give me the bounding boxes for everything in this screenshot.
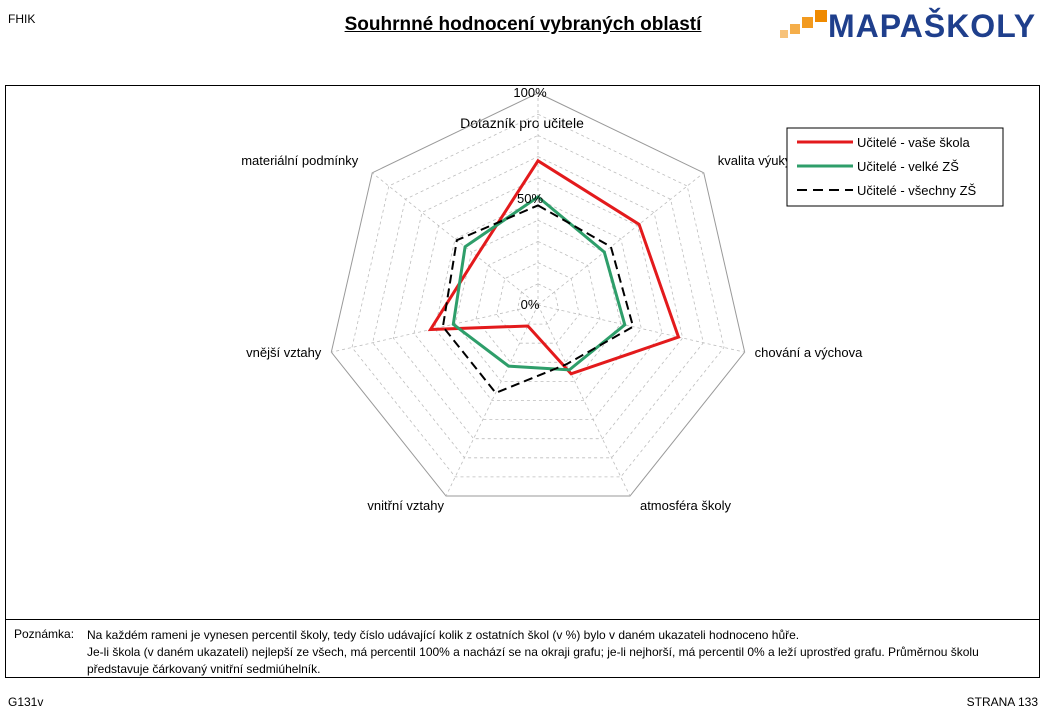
grid-spoke xyxy=(537,304,745,353)
header-code: FHIK xyxy=(8,12,36,26)
legend-label: Učitelé - všechny ZŠ xyxy=(857,183,977,198)
series-line-1 xyxy=(427,158,681,376)
grid-ring xyxy=(413,177,663,421)
axis-label: vnější vztahy xyxy=(246,345,322,360)
grid-ring xyxy=(475,240,601,363)
legend-label: Učitelé - velké ZŠ xyxy=(857,159,959,174)
footer-code: G131v xyxy=(8,695,44,709)
note-separator xyxy=(5,619,1040,620)
series-line-3 xyxy=(441,204,635,395)
grid-ring xyxy=(392,156,684,440)
legend-label: Učitelé - vaše škola xyxy=(857,135,970,150)
grid-ring xyxy=(434,198,642,401)
page-title: Souhrnné hodnocení vybraných oblastí xyxy=(344,14,702,35)
grid-spoke xyxy=(372,172,539,306)
series-line-2 xyxy=(451,195,627,372)
logo-text: MAPAŠKOLY xyxy=(828,8,1037,44)
axis-label: vnitřní vztahy xyxy=(367,498,444,513)
axis-label: atmosféra školy xyxy=(640,498,732,513)
note-text: Na každém rameni je vynesen percentil šk… xyxy=(87,627,1027,678)
grid-spoke xyxy=(445,304,539,497)
logo: MAPAŠKOLY xyxy=(778,8,1035,44)
grid-spoke xyxy=(537,172,704,306)
page-number: STRANA 133 xyxy=(966,695,1038,709)
grid-spoke xyxy=(537,304,631,497)
grid-ring xyxy=(372,134,704,459)
radial-tick-label: 100% xyxy=(513,85,547,100)
chart-title: Dotazník pro učitele xyxy=(460,115,584,131)
radial-tick-label: 0% xyxy=(521,297,540,312)
grid-spoke xyxy=(331,304,539,353)
chart-frame xyxy=(5,85,1040,678)
note-line: představuje čárkovaný vnitřní sedmiúheln… xyxy=(87,662,321,676)
logo-squares-icon xyxy=(780,10,827,38)
grid-ring xyxy=(496,262,580,344)
legend: Učitelé - vaše škola Učitelé - velké ZŠ Uč… xyxy=(786,127,1004,207)
radar-chart: Dotazník pro učitele 100%50%0%kvalita vý… xyxy=(241,85,1004,513)
grid-ring xyxy=(351,113,725,478)
radial-tick-label: 50% xyxy=(517,191,543,206)
axis-label: chování a výchova xyxy=(755,345,863,360)
grid-outer-ring xyxy=(330,92,746,497)
note-line: Na každém rameni je vynesen percentil šk… xyxy=(87,628,800,642)
axis-label: materiální podmínky xyxy=(241,153,359,168)
note-line: Je-li škola (v daném ukazateli) nejlepší… xyxy=(87,645,979,659)
note-label: Poznámka: xyxy=(14,627,75,641)
